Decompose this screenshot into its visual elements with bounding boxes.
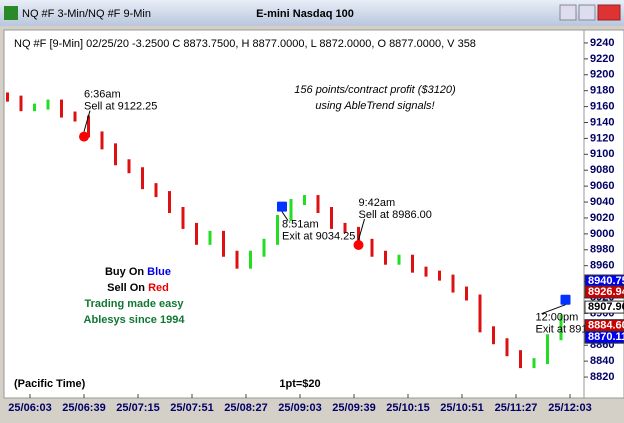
info-line: NQ #F [9-Min] 02/25/20 -3.2500 C 8873.75… bbox=[14, 38, 476, 50]
y-tick-label: 9060 bbox=[590, 180, 614, 192]
y-tick-label: 9180 bbox=[590, 85, 614, 97]
y-tick-label: 9240 bbox=[590, 37, 614, 49]
x-tick-label: 25/11:27 bbox=[495, 402, 538, 414]
legend-sell: Sell On Red bbox=[107, 282, 169, 294]
x-tick-label: 25/07:51 bbox=[170, 402, 213, 414]
y-tick-label: 8960 bbox=[590, 260, 614, 272]
x-tick-label: 25/09:39 bbox=[332, 402, 375, 414]
signal-pointer bbox=[281, 211, 289, 221]
tagline: Trading made easy bbox=[84, 298, 184, 310]
y-tick-label: 9100 bbox=[590, 148, 614, 160]
price-box-label: 8907.96 bbox=[588, 301, 624, 313]
y-tick-label: 9200 bbox=[590, 69, 614, 81]
chart-title: E-mini Nasdaq 100 bbox=[256, 8, 354, 20]
x-tick-label: 25/06:39 bbox=[62, 402, 105, 414]
signal-time: 6:36am bbox=[84, 89, 121, 101]
y-tick-label: 9040 bbox=[590, 196, 614, 208]
x-tick-label: 25/12:03 bbox=[548, 402, 591, 414]
x-tick-label: 25/10:15 bbox=[386, 402, 429, 414]
timezone: (Pacific Time) bbox=[14, 378, 86, 390]
close-button[interactable] bbox=[597, 4, 621, 21]
minimize-button[interactable] bbox=[559, 4, 577, 21]
signal-time: 9:42am bbox=[359, 197, 396, 209]
signal-pointer bbox=[541, 304, 566, 315]
x-tick-label: 25/06:03 bbox=[8, 402, 51, 414]
signal-marker bbox=[79, 131, 89, 142]
maximize-button[interactable] bbox=[578, 4, 596, 21]
signal-pointer bbox=[83, 110, 91, 132]
price-box-label: 8940.75 bbox=[588, 275, 624, 287]
y-tick-label: 9020 bbox=[590, 212, 614, 224]
y-tick-label: 9080 bbox=[590, 164, 614, 176]
y-tick-label: 9140 bbox=[590, 116, 614, 128]
signal-label: Exit at 9034.25 bbox=[282, 231, 355, 243]
point-value: 1pt=$20 bbox=[279, 378, 320, 390]
x-tick-label: 25/07:15 bbox=[116, 402, 159, 414]
window-title: NQ #F 3-Min/NQ #F 9-Min bbox=[22, 8, 151, 20]
x-tick-label: 25/10:51 bbox=[440, 402, 483, 414]
x-tick-label: 25/09:03 bbox=[278, 402, 321, 414]
y-tick-label: 9220 bbox=[590, 53, 614, 65]
y-tick-label: 9120 bbox=[590, 132, 614, 144]
tagline: Ablesys since 1994 bbox=[84, 314, 186, 326]
signal-label: Sell at 8986.00 bbox=[359, 209, 432, 221]
profit-note: using AbleTrend signals! bbox=[315, 100, 434, 112]
y-tick-label: 9160 bbox=[590, 100, 614, 112]
title-bar bbox=[0, 0, 624, 26]
price-box bbox=[584, 300, 624, 314]
profit-note: 156 points/contract profit ($3120) bbox=[294, 84, 456, 96]
signal-pointer bbox=[358, 218, 365, 241]
y-tick-label: 8980 bbox=[590, 244, 614, 256]
signal-label: Sell at 9122.25 bbox=[84, 101, 157, 113]
signal-time: 12:00pm bbox=[536, 312, 579, 324]
price-box bbox=[584, 330, 624, 344]
price-box-label: 8884.60 bbox=[588, 320, 624, 332]
plot-area bbox=[3, 29, 585, 399]
app-icon bbox=[4, 6, 18, 20]
signal-marker bbox=[560, 294, 571, 305]
y-tick-label: 8840 bbox=[590, 355, 614, 367]
signal-time: 8:51am bbox=[282, 219, 319, 231]
signal-marker bbox=[353, 240, 364, 250]
price-box-label: 8870.11 bbox=[588, 331, 624, 343]
x-tick-label: 25/08:27 bbox=[224, 402, 267, 414]
y-tick-label: 8820 bbox=[590, 371, 614, 383]
signal-marker bbox=[277, 201, 287, 212]
legend-buy: Buy On Blue bbox=[105, 266, 171, 278]
price-box bbox=[584, 285, 624, 299]
y-tick-label: 9000 bbox=[590, 228, 614, 240]
price-box-label: 8926.94 bbox=[588, 286, 624, 298]
